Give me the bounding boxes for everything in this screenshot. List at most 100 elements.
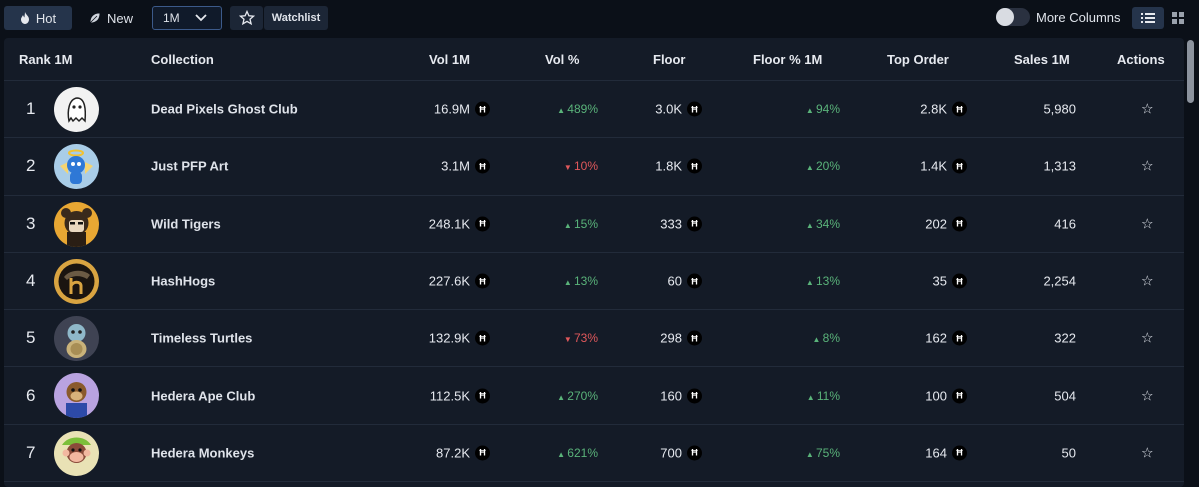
collection-name[interactable]: Timeless Turtles (151, 330, 253, 346)
toggle-knob (996, 8, 1014, 26)
collection-name[interactable]: Dead Pixels Ghost Club (151, 101, 298, 117)
volume-change-value: 10% (573, 159, 598, 174)
floor-change: ▲ 20% (806, 159, 840, 173)
hbar-icon: Ħ (952, 101, 967, 117)
top-order: 35 Ħ (933, 273, 967, 289)
floor-value: 1.8K (655, 158, 682, 174)
watchlist-star-button[interactable] (230, 6, 263, 30)
header-vol-pct[interactable]: Vol % (545, 52, 580, 67)
star-outline-icon[interactable]: ☆ (1141, 215, 1154, 232)
table-row[interactable]: 4 HashHogs 227.6K Ħ ▲ 13% 60 Ħ ▲ 13% 35 Ħ 2… (4, 253, 1184, 311)
volume-value: 227.6K (428, 273, 470, 289)
scrollbar-track[interactable] (1186, 38, 1195, 487)
hbar-icon: Ħ (687, 273, 702, 289)
floor-price: 1.8K Ħ (655, 158, 702, 174)
triangle-up-icon: ▲ (563, 220, 574, 230)
header-sales[interactable]: Sales 1M (1014, 52, 1070, 67)
floor-value: 298 (660, 330, 682, 346)
hbar-icon: Ħ (475, 216, 490, 232)
flame-icon (20, 12, 29, 24)
star-outline-icon[interactable]: ☆ (1141, 157, 1154, 174)
star-outline-icon[interactable]: ☆ (1141, 387, 1154, 404)
volume-change-value: 489% (567, 102, 598, 117)
collection-avatar[interactable] (54, 373, 99, 419)
sales-count: 2,254 (1043, 273, 1076, 289)
volume-value: 16.9M (433, 101, 470, 117)
floor-change-value: 94% (815, 102, 840, 117)
rank: 6 (26, 385, 36, 405)
chevron-down-icon (195, 14, 207, 22)
floor-value: 333 (660, 216, 682, 232)
floor-change: ▲ 75% (806, 446, 840, 460)
collection-avatar[interactable] (54, 87, 99, 132)
table-row[interactable]: 3 Wild Tigers 248.1K Ħ ▲ 15% 333 Ħ ▲ 34% 2… (4, 196, 1184, 253)
hbar-icon: Ħ (687, 158, 702, 174)
volume-value: 87.2K (436, 445, 470, 461)
list-view-button[interactable] (1132, 7, 1164, 29)
hbar-icon: Ħ (952, 388, 967, 404)
collection-avatar[interactable] (54, 258, 99, 304)
header-floor-pct[interactable]: Floor % 1M (753, 52, 823, 67)
header-floor[interactable]: Floor (653, 52, 686, 67)
star-outline-icon[interactable]: ☆ (1141, 329, 1154, 346)
floor-price: 60 Ħ (668, 273, 702, 289)
star-icon (238, 10, 255, 26)
volume: 3.1M Ħ (441, 158, 490, 174)
table-row[interactable]: 6 Hedera Ape Club 112.5K Ħ ▲ 270% 160 Ħ ▲ … (4, 367, 1184, 425)
collection-name[interactable]: Hedera Monkeys (151, 445, 255, 461)
floor-change-value: 13% (815, 274, 840, 289)
table-row[interactable]: 1 Dead Pixels Ghost Club 16.9M Ħ ▲ 489% 3… (4, 81, 1184, 139)
star-outline-icon[interactable]: ☆ (1141, 272, 1154, 289)
hot-tab[interactable]: Hot (4, 6, 72, 30)
header-vol[interactable]: Vol 1M (429, 52, 470, 67)
hbar-icon: Ħ (687, 101, 702, 117)
watchlist-button[interactable]: Watchlist (264, 6, 328, 30)
toolbar: Hot New 1M Watchlist More Columns (0, 0, 1199, 36)
volume-change: ▲ 13% (564, 274, 598, 288)
collection-name[interactable]: HashHogs (151, 273, 216, 289)
table-header: Rank 1M Collection Vol 1M Vol % Floor Fl… (4, 38, 1184, 81)
hbar-icon: Ħ (952, 445, 967, 461)
floor-price: 700 Ħ (660, 445, 702, 461)
collection-avatar[interactable] (54, 201, 99, 247)
new-tab[interactable]: New (80, 6, 142, 30)
floor-price: 160 Ħ (660, 388, 702, 404)
more-columns[interactable]: More Columns (996, 8, 1121, 26)
top-order-value: 100 (925, 388, 947, 404)
volume-change-value: 15% (573, 216, 598, 231)
header-rank[interactable]: Rank 1M (19, 52, 73, 67)
header-top-order[interactable]: Top Order (887, 52, 949, 67)
triangle-up-icon: ▲ (805, 220, 816, 230)
volume: 112.5K Ħ (430, 388, 490, 404)
star-outline-icon[interactable]: ☆ (1141, 100, 1154, 117)
collection-name[interactable]: Wild Tigers (151, 216, 221, 232)
floor-price: 298 Ħ (660, 330, 702, 346)
collection-name[interactable]: Just PFP Art (151, 158, 229, 174)
rank: 5 (26, 328, 36, 348)
star-outline-icon[interactable]: ☆ (1141, 444, 1154, 461)
top-order: 1.4K Ħ (920, 158, 967, 174)
grid-view-icon (1172, 12, 1184, 24)
leaf-icon (89, 12, 101, 24)
collection-avatar[interactable] (54, 430, 99, 476)
more-columns-toggle[interactable] (996, 8, 1030, 26)
header-collection[interactable]: Collection (151, 52, 214, 67)
period-select[interactable]: 1M (152, 6, 222, 30)
volume-change-value: 73% (573, 331, 598, 346)
grid-view-button[interactable] (1166, 7, 1190, 29)
hbar-icon: Ħ (475, 330, 490, 346)
triangle-up-icon: ▲ (557, 449, 568, 459)
scrollbar-thumb[interactable] (1187, 40, 1194, 103)
top-order: 162 Ħ (925, 330, 967, 346)
table-row[interactable]: 7 Hedera Monkeys 87.2K Ħ ▲ 621% 700 Ħ ▲ 75… (4, 425, 1184, 483)
header-actions: Actions (1117, 52, 1165, 67)
table-row[interactable]: 2 Just PFP Art 3.1M Ħ ▼ 10% 1.8K Ħ ▲ 20% 1… (4, 138, 1184, 196)
hbar-icon: Ħ (952, 273, 967, 289)
floor-price: 3.0K Ħ (655, 101, 702, 117)
collection-avatar[interactable] (54, 316, 99, 362)
table-row[interactable]: 5 Timeless Turtles 132.9K Ħ ▼ 73% 298 Ħ ▲ … (4, 310, 1184, 368)
collection-name[interactable]: Hedera Ape Club (151, 388, 256, 404)
collection-avatar[interactable] (54, 144, 99, 190)
triangle-down-icon: ▼ (563, 163, 574, 173)
floor-change: ▲ 34% (806, 217, 840, 231)
